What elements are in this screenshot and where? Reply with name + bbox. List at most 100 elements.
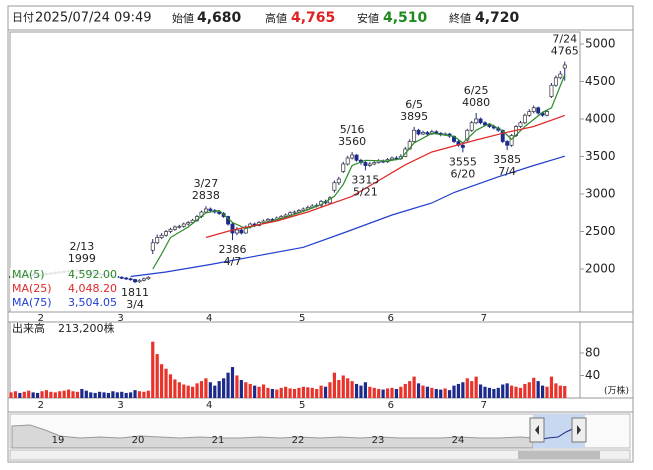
annotation-date: 3/4 (126, 298, 144, 311)
candle-body (265, 219, 270, 222)
candle-body (354, 154, 359, 161)
candle-body (301, 208, 306, 211)
y-tick-label: 3500 (585, 149, 616, 163)
volume-bar (474, 376, 478, 398)
volume-bar (111, 391, 115, 398)
x-tick-label: 2 (38, 400, 44, 411)
volume-bar (279, 387, 283, 398)
candle-body (124, 277, 129, 280)
volume-bar (288, 388, 292, 398)
volume-bar (350, 381, 354, 398)
volume-bar (377, 388, 381, 398)
annotation-value: 3315 (351, 173, 379, 186)
candle-body (181, 223, 186, 227)
candle-body (172, 226, 177, 230)
annotation-value: 1811 (121, 286, 149, 299)
volume-bar (563, 385, 567, 398)
candle-body (483, 122, 487, 126)
volume-bar (284, 386, 288, 398)
candle-body (434, 131, 439, 134)
candle-body (416, 129, 421, 135)
candle-body (297, 210, 301, 213)
volume-bar (306, 387, 310, 398)
candle-body (518, 122, 523, 127)
x-tick-label: 7 (481, 313, 487, 324)
volume-bar (390, 387, 394, 398)
volume-bar (235, 375, 239, 398)
y-tick-label: 4000 (585, 112, 616, 126)
header-field-label: 高値 (265, 11, 287, 25)
legend-value: 3,504.05 (68, 296, 117, 309)
volume-bar (509, 385, 514, 398)
volume-bar (434, 388, 438, 398)
annotation-value: 2386 (219, 243, 247, 256)
x-tick-label: 2 (38, 313, 44, 324)
candle-body (474, 118, 479, 124)
candle-body (146, 276, 151, 280)
volume-bar (394, 388, 399, 398)
candle-body (288, 212, 293, 216)
candle-body (522, 114, 527, 124)
annotation-date: 5/21 (353, 185, 378, 198)
volume-bar (208, 382, 212, 398)
x-tick-label: 4 (206, 400, 212, 411)
volume-bar (244, 382, 248, 398)
candle-body (553, 77, 558, 86)
y-tick-label: 5000 (585, 37, 616, 51)
legend-name: MA(25) (12, 282, 52, 295)
volume-bar (253, 385, 257, 398)
volume-bar (456, 383, 461, 398)
annotation-value: 3585 (493, 153, 521, 166)
y-tick-label: 40 (585, 368, 600, 382)
scrollbar[interactable] (9, 449, 631, 461)
volume-bar (297, 387, 301, 398)
volume-bar (102, 392, 106, 398)
volume-bar (447, 390, 452, 398)
volume-bar (430, 387, 434, 398)
volume-bar (337, 379, 341, 398)
volume-bar (518, 387, 523, 398)
volume-bar (62, 390, 66, 398)
annotation-date: 6/25 (464, 84, 489, 97)
volume-bar (222, 378, 226, 398)
annotation-date: 6/20 (451, 167, 476, 180)
header-date-label: 日付 (12, 11, 34, 24)
volume-bar (554, 383, 558, 398)
legend-value: 4,592.00 (68, 268, 117, 281)
candle-body (305, 207, 310, 210)
volume-bar (168, 374, 173, 398)
annotation-value: 3560 (338, 135, 366, 148)
candle-body (469, 122, 474, 131)
candle-body (208, 208, 213, 211)
candle-body (203, 208, 208, 213)
candle-body (159, 234, 164, 238)
volume-bar (487, 387, 492, 398)
annotation-date: 7/24 (552, 33, 577, 46)
volume-bar (155, 354, 159, 398)
volume-bar (443, 388, 447, 398)
volume-bar (31, 392, 35, 398)
volume-bar (177, 382, 181, 398)
volume-unit: (万株) (604, 385, 629, 397)
candle-body (363, 162, 368, 166)
volume-bar (115, 392, 119, 398)
volume-bar (372, 387, 376, 398)
volume-bar (385, 388, 390, 398)
x-tick-label: 7 (481, 400, 487, 411)
candle-body (545, 111, 549, 116)
header-field-label: 安値 (357, 11, 379, 25)
volume-bar (292, 388, 297, 398)
volume-bar (412, 376, 416, 398)
candle-body (164, 231, 168, 236)
scrollbar-thumb[interactable] (518, 451, 600, 459)
candle-body (390, 157, 394, 160)
volume-bar (470, 381, 474, 398)
volume-bar (514, 386, 518, 398)
volume-bar (496, 387, 500, 398)
x-tick-label: 5 (299, 400, 305, 411)
candle-body (372, 162, 377, 165)
annotation-value: 4765 (551, 45, 579, 58)
candle-body (283, 214, 288, 217)
candle-body (465, 129, 470, 141)
volume-current: 213,200株 (58, 321, 115, 335)
